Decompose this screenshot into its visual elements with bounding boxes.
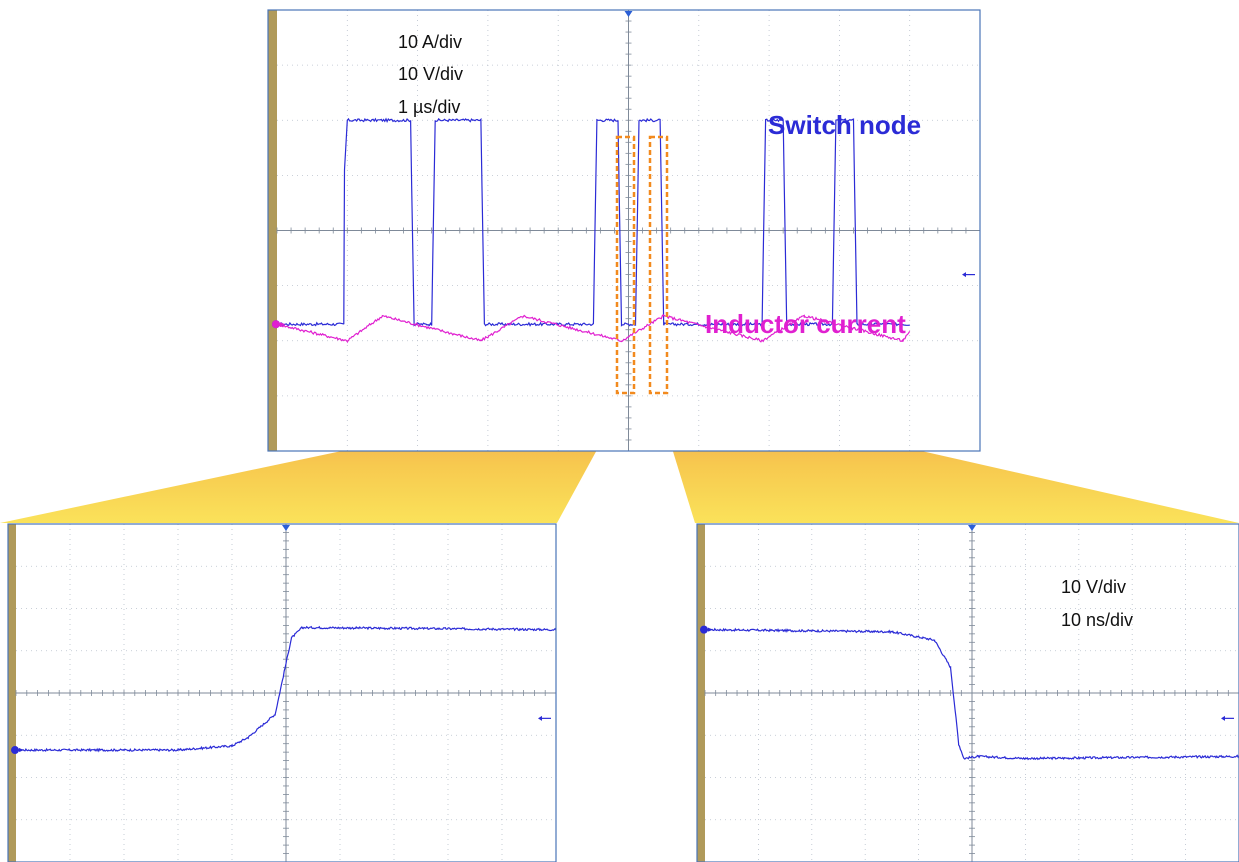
label-switch-node: Switch node [768,110,921,140]
panel-frame [7,523,557,862]
overview-scale-time: 1 µs/div [398,97,460,117]
trigger-level-arrow [1221,715,1225,721]
zoom-window-falling [648,135,669,395]
overview-scale-current: 10 A/div [398,32,462,52]
panel-frame [267,9,981,452]
scope-panel-overview [267,9,981,452]
trace-inductor-current [276,314,911,344]
overview-scale-voltage: 10 V/div [398,64,463,84]
ground-ref-arrow [280,322,285,327]
trigger-level-arrow [538,715,542,721]
trace-switch-node-zoom [16,625,557,753]
scope-panel-zoom-rising [7,523,557,862]
trace-switch-node-zoom [704,627,1239,761]
scope-panel-zoom-falling [696,523,1239,862]
ground-ref-marker [700,625,708,634]
scope-side-bar [268,10,277,451]
ground-ref-arrow [19,748,24,753]
ground-ref-marker [272,320,280,329]
panel-frame [696,523,1239,862]
zoom-scale-time: 10 ns/div [1061,610,1133,630]
trace-switch-node [277,117,910,327]
trigger-marker [282,525,290,531]
trigger-level-arrow [962,272,966,278]
trigger-marker [968,525,976,531]
zoom-scale-voltage: 10 V/div [1061,577,1126,597]
scope-side-bar [697,524,705,862]
ground-ref-marker [11,746,19,755]
scope-side-bar [8,524,16,862]
label-inductor-current: Inductor current [705,309,906,339]
trigger-marker [624,11,633,17]
ground-ref-arrow [708,627,713,632]
zoom-window-rising [615,135,636,395]
